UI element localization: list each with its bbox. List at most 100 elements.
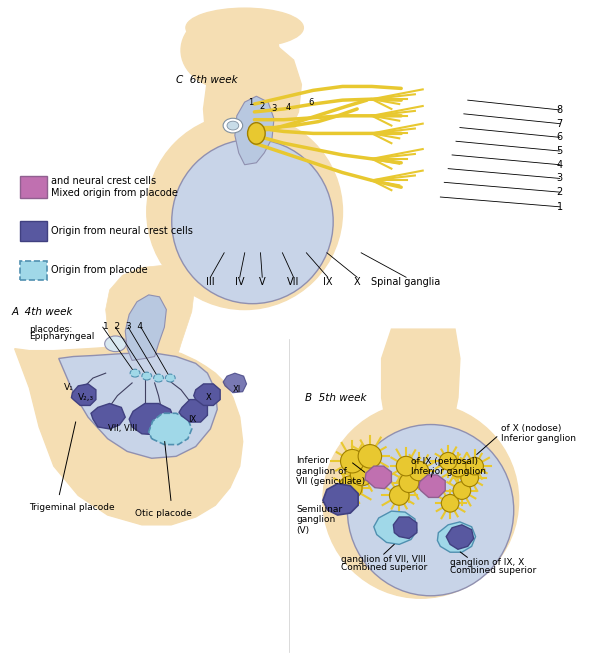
Ellipse shape [323,403,519,598]
Text: Mixed origin from placode: Mixed origin from placode [51,188,178,198]
Text: V: V [259,277,265,287]
Text: ganglion of IX, X: ganglion of IX, X [450,557,524,567]
Ellipse shape [340,450,364,473]
Text: 3: 3 [557,173,563,183]
Text: Origin from neural crest cells: Origin from neural crest cells [51,226,193,236]
Ellipse shape [105,336,126,352]
Text: Inferior ganglion: Inferior ganglion [501,434,576,444]
Ellipse shape [348,425,514,596]
Text: 5: 5 [556,146,563,156]
Polygon shape [129,403,174,435]
Text: V₁: V₁ [64,383,73,392]
Text: Inferior ganglion: Inferior ganglion [411,466,486,476]
Ellipse shape [397,456,416,476]
Text: Trigeminal placode: Trigeminal placode [30,502,115,512]
Ellipse shape [154,374,164,382]
Ellipse shape [227,121,239,130]
Text: 3: 3 [271,104,277,114]
Polygon shape [437,522,476,552]
Ellipse shape [165,374,175,382]
Ellipse shape [181,11,279,90]
Text: IX: IX [188,415,196,423]
Ellipse shape [453,482,470,499]
Ellipse shape [409,461,428,481]
Text: of IX (petrosal): of IX (petrosal) [411,457,478,466]
Text: placodes:: placodes: [30,324,73,334]
Polygon shape [365,466,391,488]
Text: XI: XI [233,385,241,394]
Polygon shape [394,517,417,539]
Text: Combined superior: Combined superior [450,567,537,575]
Polygon shape [446,524,473,549]
Text: 7: 7 [556,118,563,128]
Ellipse shape [339,476,362,499]
Ellipse shape [186,8,303,47]
Polygon shape [125,295,166,361]
Polygon shape [323,484,358,515]
FancyBboxPatch shape [20,177,47,198]
Polygon shape [223,373,246,393]
Ellipse shape [441,494,459,512]
Text: A  4th week: A 4th week [12,306,73,316]
Text: 4: 4 [286,104,291,112]
Text: IX: IX [323,277,333,287]
Polygon shape [419,475,445,498]
Ellipse shape [400,473,419,492]
Text: III: III [206,277,215,287]
Text: 1: 1 [557,202,563,212]
Ellipse shape [147,114,342,310]
Ellipse shape [389,486,409,505]
Ellipse shape [350,462,374,486]
Text: X: X [354,277,361,287]
Polygon shape [91,403,125,429]
Polygon shape [59,353,217,458]
FancyBboxPatch shape [20,261,47,280]
Text: ganglion of VII, VIII: ganglion of VII, VIII [340,555,426,563]
Polygon shape [179,399,207,422]
Text: B  5th week: B 5th week [306,393,367,403]
Ellipse shape [142,372,152,380]
FancyBboxPatch shape [20,221,47,241]
Text: 2: 2 [556,187,563,197]
Ellipse shape [449,459,467,477]
Ellipse shape [466,458,483,475]
Text: Inferior
ganglion of
VII (geniculate): Inferior ganglion of VII (geniculate) [297,456,366,486]
Text: 1: 1 [248,98,253,106]
Text: 2: 2 [259,102,265,110]
Text: VII, VIII: VII, VIII [108,424,137,434]
Text: 6: 6 [557,132,563,142]
Polygon shape [382,329,460,427]
Text: 1  2  3  4: 1 2 3 4 [103,322,143,330]
Text: of X (nodose): of X (nodose) [501,424,561,434]
Polygon shape [203,40,301,153]
Text: 6: 6 [309,98,314,106]
Text: X: X [206,393,211,402]
Ellipse shape [461,469,479,486]
Polygon shape [149,413,192,445]
Text: Origin from placode: Origin from placode [51,266,148,276]
Text: and neural crest cells: and neural crest cells [51,177,156,187]
Text: VII: VII [287,277,300,287]
Polygon shape [15,347,243,524]
Text: Otic placode: Otic placode [135,508,192,518]
Text: IV: IV [235,277,245,287]
Polygon shape [235,96,274,165]
Text: Spinal ganglia: Spinal ganglia [372,277,441,287]
Text: Epipharyngeal: Epipharyngeal [30,332,95,341]
Polygon shape [374,511,417,545]
Polygon shape [194,384,220,405]
Text: Combined superior: Combined superior [340,563,427,573]
Polygon shape [72,384,96,405]
Ellipse shape [172,139,333,304]
Ellipse shape [130,369,140,377]
Text: V₂,₃: V₂,₃ [78,393,95,402]
Text: Semilunar
ganglion
(V): Semilunar ganglion (V) [297,505,343,535]
Text: 4: 4 [557,160,563,170]
Polygon shape [106,266,194,354]
Ellipse shape [223,118,243,133]
Ellipse shape [248,122,265,145]
Ellipse shape [358,445,382,468]
Ellipse shape [439,452,457,470]
Text: C  6th week: C 6th week [176,75,238,84]
Text: 8: 8 [557,105,563,115]
